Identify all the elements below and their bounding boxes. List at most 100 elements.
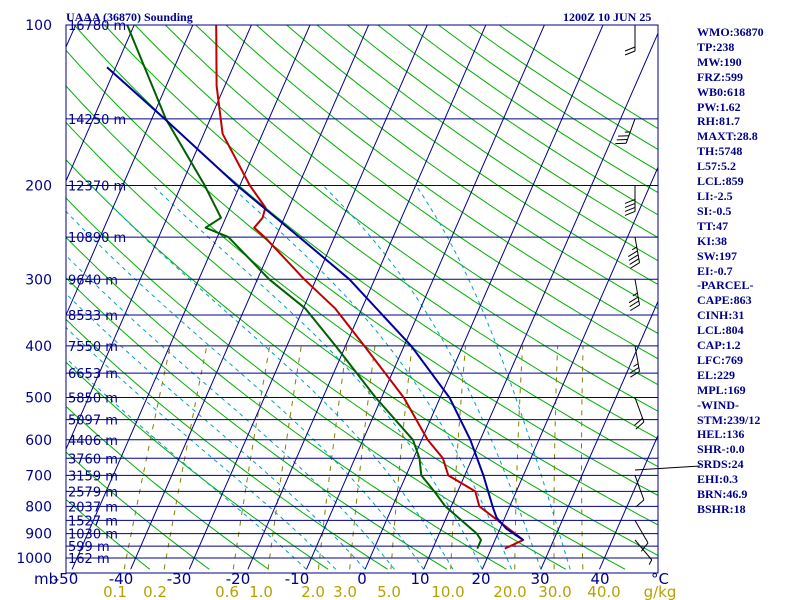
moist-adiabat-line: [66, 293, 366, 570]
sounding-index-item: -PARCEL-: [697, 278, 754, 293]
mixing-ratio-line: [163, 345, 208, 570]
sounding-index-item: CINH:31: [697, 308, 745, 323]
mixing-ratio-tick-label: 1.0: [249, 583, 273, 600]
mixing-ratio-line: [123, 345, 171, 570]
dry-adiabat-line: [134, 25, 658, 412]
height-label: 3159 m: [68, 469, 118, 484]
wind-barbs: [615, 25, 701, 565]
height-label: 10890 m: [68, 231, 126, 246]
dry-adiabat-line: [66, 197, 567, 570]
sounding-index-item: STM:239/12: [697, 412, 761, 427]
dry-adiabat-line: [66, 405, 269, 570]
dry-adiabat-line: [104, 25, 658, 440]
sounding-index-item: SW:197: [697, 248, 738, 263]
mixing-ratio-tick-label: 30.0: [538, 583, 571, 600]
isotherms: [66, 25, 658, 570]
moist-adiabat-line: [66, 326, 337, 570]
height-label: 3760 m: [68, 452, 118, 467]
sounding-index-item: TT:47: [697, 218, 729, 233]
height-label: 599 m: [68, 540, 110, 555]
mixing-ratio-line: [318, 345, 348, 570]
dry-adiabat-line: [66, 498, 151, 570]
temperature-tick-label: °C: [651, 570, 669, 588]
mixing-ratio-tick-label: 3.0: [333, 583, 357, 600]
pressure-tick-label: 900: [25, 527, 52, 543]
isotherm-line: [247, 25, 487, 570]
sounding-index-item: CAPE:863: [697, 293, 752, 308]
sounding-index-item: BRN:46.9: [697, 487, 748, 502]
dry-adiabat-line: [66, 159, 626, 570]
height-label: 14250 m: [68, 113, 126, 128]
sounding-indices-panel: WMO:36870 TP:238 MW:190 FRZ:599 WB0:618 PW:1.…: [697, 25, 764, 517]
pressure-tick-label: 1000: [16, 551, 52, 567]
plot-frame: [65, 24, 659, 574]
sounding-index-item: BSHR:18: [697, 502, 746, 516]
sounding-index-item: LFC:769: [697, 352, 743, 367]
isotherm-line: [71, 25, 311, 570]
pressure-tick-label: 300: [25, 272, 52, 288]
isotherm-line: [188, 25, 428, 570]
sounding-index-item: -WIND-: [697, 397, 739, 412]
sounding-index-item: RH:81.7: [697, 114, 740, 129]
temperature-tick-label: -50: [54, 570, 79, 588]
isotherm-line: [364, 25, 604, 570]
dry-adiabat-line: [66, 236, 507, 570]
moist-adiabat-line: [90, 185, 454, 570]
height-labels: 16780 m 14250 m 12370 m 10890 m 9640 m 8533 m…: [68, 19, 126, 567]
temperature-profile: [215, 25, 525, 550]
height-label: 1527 m: [68, 514, 118, 529]
mixing-ratio-tick-label: g/kg: [644, 583, 677, 600]
dry-adiabat-line: [164, 25, 658, 386]
sounding-index-item: SI:-0.5: [697, 203, 732, 218]
dry-adiabat-line: [225, 25, 658, 334]
pressure-unit-label: mb: [34, 570, 58, 588]
sounding-index-item: SHR-:0.0: [697, 442, 745, 457]
dry-adiabat-line: [256, 25, 658, 310]
moist-adiabat-line: [66, 357, 307, 570]
temperature-tick-label: 0: [357, 570, 367, 588]
dry-adiabat-line: [73, 25, 658, 468]
dry-adiabat-line: [66, 451, 210, 570]
sounding-index-item: TH:5748: [697, 144, 743, 159]
sounding-index-item: EL:229: [697, 367, 736, 382]
temperature-tick-label: -10: [285, 570, 310, 588]
wind-barb: [634, 397, 645, 430]
parcel-path: [106, 66, 524, 541]
sounding-index-item: MW:190: [697, 54, 742, 69]
height-label: 1030 m: [68, 528, 118, 543]
sounding-index-item: EHI:0.3: [697, 472, 739, 487]
wind-barb: [624, 185, 636, 216]
height-label: 2579 m: [68, 485, 118, 500]
height-label: 9640 m: [68, 273, 118, 288]
dry-adiabat-line: [66, 121, 658, 556]
temperature-tick-label: -40: [109, 570, 134, 588]
dry-adiabat-line: [66, 318, 388, 570]
dry-adiabat-line: [316, 25, 658, 262]
height-label: 6653 m: [68, 367, 118, 382]
isotherm-line: [540, 300, 658, 570]
sounding-index-item: EI:-0.7: [697, 263, 733, 278]
mixing-ratio-tick-label: 0.1: [103, 583, 127, 600]
sounding-index-item: MPL:169: [697, 382, 746, 397]
isotherm-line: [66, 25, 252, 451]
moist-adiabats: [66, 185, 571, 570]
dewpoint-profile: [126, 25, 482, 549]
moist-adiabat-line: [322, 185, 542, 570]
sounding-index-item: PW:1.62: [697, 99, 741, 114]
moist-adiabat-line: [152, 185, 483, 570]
mixing-ratio-tick-labels: 0.1 0.2 0.6 1.0 2.0 3.0 5.0 10.0 20.0 30.0 40.0 g/k…: [103, 583, 676, 600]
mixing-ratio-tick-label: 40.0: [587, 583, 620, 600]
height-label: 5850 m: [68, 392, 118, 407]
wind-barb: [634, 475, 645, 508]
temperature-tick-labels: -50 -40 -30 -20 -10 0 10 20 30 40 °C: [54, 570, 669, 588]
mixing-ratio-tick-label: 5.0: [377, 583, 401, 600]
sounding-index-item: LCL:804: [697, 323, 744, 338]
height-label: 12370 m: [68, 179, 126, 194]
moist-adiabat-line: [415, 185, 571, 570]
temperature-tick-label: 10: [410, 570, 429, 588]
sounding-index-item: L57:5.2: [697, 159, 736, 174]
chart-datestamp: 1200Z 10 JUN 25: [563, 10, 652, 24]
sounding-index-item: WB0:618: [697, 84, 745, 99]
wind-barb: [628, 237, 641, 269]
